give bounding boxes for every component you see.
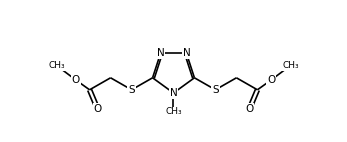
Text: S: S bbox=[212, 85, 219, 95]
Text: CH₃: CH₃ bbox=[282, 61, 299, 70]
Text: CH₃: CH₃ bbox=[48, 61, 65, 70]
Text: N: N bbox=[183, 48, 190, 58]
Text: O: O bbox=[93, 104, 102, 114]
Text: O: O bbox=[71, 75, 80, 85]
Text: N: N bbox=[157, 48, 164, 58]
Text: CH₃: CH₃ bbox=[165, 107, 182, 116]
Text: S: S bbox=[128, 85, 135, 95]
Text: O: O bbox=[267, 75, 276, 85]
Text: O: O bbox=[245, 104, 254, 114]
Text: N: N bbox=[170, 88, 177, 98]
